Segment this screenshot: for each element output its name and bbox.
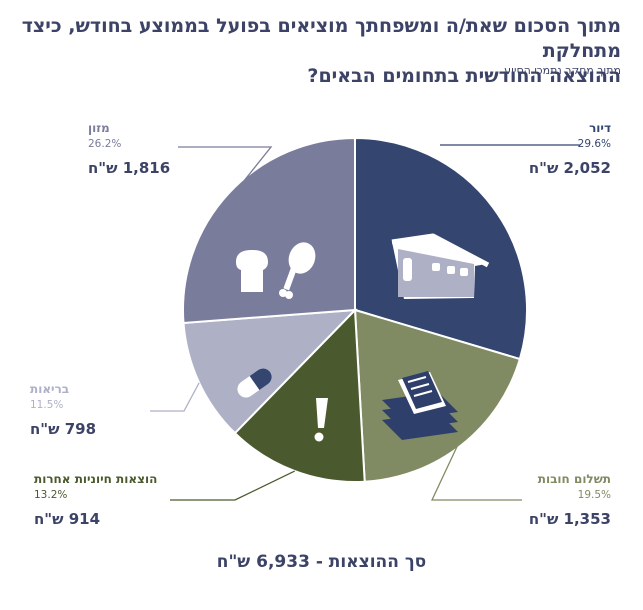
slice-percent: 19.5%	[577, 489, 611, 501]
slice-name: בריאות	[30, 382, 70, 396]
slice-name: תשלום חובות	[537, 472, 611, 486]
slice-food	[182, 136, 356, 325]
chart-subtitle: מתוך מחקר נתמכי הסיוע	[504, 64, 621, 77]
slice-name: מזון	[88, 121, 110, 135]
chart-title-line-1: מתוך הסכום שאת/ה ומשפחתך מוציאים בפועל ב…	[21, 15, 621, 62]
slice-percent: 26.2%	[88, 138, 122, 150]
slice-amount: 798 ש"ח	[30, 420, 97, 438]
documents-icon	[382, 371, 458, 440]
slice-amount: 914 ש"ח	[34, 510, 101, 528]
leader-line-other-essentials	[170, 470, 295, 501]
label-health: בריאות 11.5% 798 ש"ח	[30, 382, 130, 441]
slice-percent: 29.6%	[577, 138, 611, 150]
house-icon	[391, 233, 490, 299]
chart-title: מתוך הסכום שאת/ה ומשפחתך מוציאים בפועל ב…	[21, 14, 621, 89]
total-expenses: סך ההוצאות - 6,933 ש"ח	[216, 552, 427, 572]
chart-title-line-2: ההוצאה החודשית בתחומים הבאים?	[307, 65, 621, 87]
leader-line-food	[178, 146, 273, 197]
label-other-essentials: הוצאות חיוניות אחרות 13.2% 914 ש"ח	[34, 472, 194, 531]
slice-name: הוצאות חיוניות אחרות	[34, 472, 158, 486]
leader-line-health	[150, 382, 200, 412]
label-debt-payments: תשלום חובות 19.5% 1,353 ש"ח	[411, 472, 611, 531]
pill-icon	[237, 368, 272, 398]
slice-amount: 2,052 ש"ח	[528, 159, 611, 177]
slice-percent: 13.2%	[34, 489, 68, 501]
slice-percent: 11.5%	[30, 399, 64, 411]
slice-amount: 1,353 ש"ח	[528, 510, 611, 528]
label-housing: דיור 29.6% 2,052 ש"ח	[411, 121, 611, 180]
exclamation-icon	[314, 398, 328, 442]
label-food: מזון 26.2% 1,816 ש"ח	[88, 121, 176, 180]
slice-name: דיור	[589, 121, 611, 135]
leader-line-debt-payments	[430, 440, 522, 501]
slice-other-essentials	[233, 307, 366, 483]
slice-amount: 1,816 ש"ח	[88, 159, 171, 177]
food-icon	[236, 242, 316, 299]
